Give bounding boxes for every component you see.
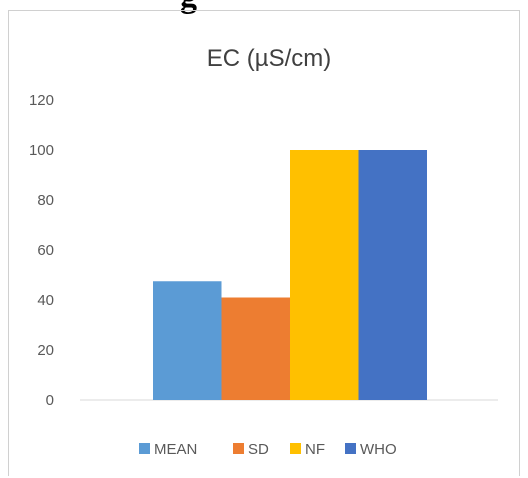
y-tick-label: 0 xyxy=(46,392,54,409)
legend-swatch-mean xyxy=(139,443,150,454)
legend-label-who: WHO xyxy=(360,441,397,458)
y-tick-label: 120 xyxy=(29,92,54,109)
y-tick-label: 40 xyxy=(37,292,54,309)
y-axis-ticks: 0 20 40 60 80 100 120 xyxy=(29,92,54,409)
bars xyxy=(153,150,427,400)
legend-label-mean: MEAN xyxy=(154,441,197,458)
y-tick-label: 60 xyxy=(37,242,54,259)
legend-swatch-nf xyxy=(290,443,301,454)
page-heading-fragment: g xyxy=(180,0,197,16)
y-tick-label: 80 xyxy=(37,192,54,209)
chart-frame xyxy=(8,10,520,476)
bar-sd xyxy=(221,297,290,400)
legend-label-sd: SD xyxy=(248,441,269,458)
legend-label-nf: NF xyxy=(305,441,325,458)
legend-swatch-who xyxy=(345,443,356,454)
y-tick-label: 20 xyxy=(37,342,54,359)
legend: MEAN SD NF WHO xyxy=(139,441,397,458)
bar-mean xyxy=(153,281,222,400)
bar-nf xyxy=(290,150,359,400)
bar-who xyxy=(358,150,427,400)
chart-title: EC (µS/cm) xyxy=(207,45,332,72)
legend-swatch-sd xyxy=(233,443,244,454)
y-tick-label: 100 xyxy=(29,142,54,159)
